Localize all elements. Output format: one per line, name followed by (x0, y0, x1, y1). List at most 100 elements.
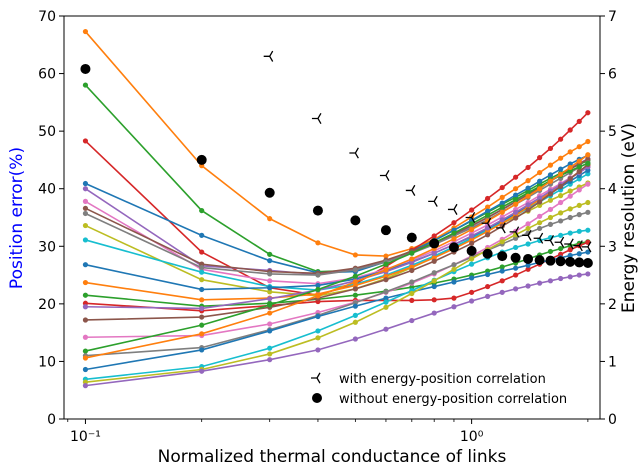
energy-markers (80, 50, 593, 268)
series-16-point-17 (567, 193, 573, 199)
series-2-point-19 (585, 110, 591, 116)
energy-without-correlation-point-7 (429, 238, 440, 249)
series-22-point-14 (537, 220, 543, 226)
series-23-point-18 (576, 272, 582, 278)
series-0-point-12 (513, 186, 519, 192)
series-16-point-13 (525, 221, 531, 227)
series-19-point-11 (499, 209, 505, 215)
series-7-point-3 (315, 272, 321, 278)
legend-label-with-correlation: with energy-position correlation (339, 372, 546, 387)
series-20-point-10 (485, 271, 491, 278)
series-21-point-16 (558, 232, 564, 238)
series-0-line (84, 31, 589, 257)
series-2-point-12 (513, 174, 519, 180)
series-22-point-8 (451, 266, 457, 272)
series-23-point-9 (469, 298, 475, 304)
series-2-point-9 (469, 207, 475, 213)
series-19-point-0 (82, 355, 89, 361)
legend-label-without-correlation: without energy-position correlation (339, 392, 567, 407)
series-18-point-19 (585, 209, 591, 215)
series-20-point-5 (383, 295, 389, 301)
series-15-point-5 (383, 277, 389, 283)
series-13-point-12 (513, 272, 519, 278)
y-right-tick-label-3: 3 (608, 239, 617, 255)
energy-with-correlation-point-5 (428, 195, 438, 207)
series-20-point-7 (431, 283, 437, 290)
series-8-point-0 (82, 222, 89, 229)
y-axis-right-title: Energy resolution (eV) (619, 123, 639, 313)
legend-box (300, 362, 592, 412)
series-10-point-2 (267, 285, 273, 291)
y-left-tick-label-3: 30 (38, 239, 56, 255)
series-9-point-0 (82, 237, 89, 243)
series-5-point-2 (267, 278, 273, 284)
series-13-point-6 (409, 297, 415, 304)
energy-with-correlation-point-10 (509, 226, 520, 238)
series-15-point-17 (567, 176, 573, 182)
energy-with-correlation-point-1 (311, 112, 322, 124)
series-20 (82, 249, 591, 373)
series-0-point-2 (267, 216, 273, 222)
energy-without-correlation-point-5 (380, 225, 391, 236)
y-right-tick-label-5: 5 (608, 124, 617, 140)
energy-with-correlation-point-6 (447, 203, 458, 215)
series-15 (82, 161, 591, 323)
series-15-point-1 (199, 314, 205, 320)
series-2-point-15 (547, 145, 554, 152)
series-14-point-7 (431, 250, 437, 256)
series-13-line (85, 241, 589, 312)
series-10-point-3 (315, 282, 321, 289)
y-left-tick-label-1: 10 (38, 354, 56, 370)
energy-with-correlation-point-0 (263, 50, 274, 62)
series-14-point-1 (199, 305, 205, 312)
energy-with-correlation-point-2 (349, 147, 359, 159)
series-12-point-15 (547, 248, 554, 255)
series-23-point-17 (567, 274, 573, 280)
series-20-point-8 (451, 279, 457, 285)
energy-without-correlation-point-17 (565, 256, 576, 267)
series-14-point-2 (267, 296, 273, 302)
series-12-point-0 (82, 292, 89, 298)
series-14-point-0 (82, 304, 89, 310)
series-3-point-14 (537, 178, 543, 184)
legend-marker-circle (312, 393, 322, 403)
series-23-point-15 (547, 278, 554, 284)
y-right-tick-label-0: 0 (608, 412, 617, 428)
series-22-point-5 (383, 304, 389, 310)
series-19-point-8 (451, 236, 457, 242)
series-22 (82, 199, 591, 385)
series-22-point-13 (525, 225, 531, 232)
series-22-point-2 (267, 351, 273, 357)
energy-without-correlation-point-0 (80, 63, 91, 74)
series-18-point-7 (431, 270, 437, 276)
series-13-point-9 (469, 289, 475, 295)
series-15-point-6 (409, 267, 415, 274)
series-19-point-9 (469, 226, 475, 233)
energy-without-correlation-point-13 (523, 253, 534, 264)
series-17-point-18 (576, 164, 582, 170)
energy-with-correlation-point-13 (544, 235, 555, 247)
series-22-point-15 (547, 214, 554, 221)
series-23-point-16 (558, 275, 564, 282)
series-0-point-19 (585, 138, 591, 145)
energy-with-correlation-point-11 (522, 229, 532, 241)
series-15-point-16 (558, 183, 564, 190)
y-left-tick-label-2: 20 (38, 297, 56, 313)
energy-without-correlation-point-18 (574, 257, 585, 268)
series-18-point-6 (409, 279, 415, 285)
energy-with-correlation-point-15 (564, 238, 574, 250)
energy-without-correlation-point-15 (545, 255, 556, 266)
series-21-point-13 (525, 241, 531, 247)
series-5-line (85, 166, 589, 285)
series-23-point-14 (537, 280, 543, 286)
energy-without-correlation-point-8 (448, 242, 459, 253)
series-23-point-7 (431, 310, 437, 316)
series-7-point-2 (267, 271, 273, 277)
series-23-point-10 (485, 293, 491, 299)
series-0-point-16 (558, 155, 564, 161)
series-23-point-8 (451, 304, 457, 310)
series-16-point-16 (558, 199, 564, 206)
series-1-point-0 (82, 82, 89, 88)
series-23-point-6 (409, 317, 415, 324)
series-15-point-18 (576, 168, 582, 175)
